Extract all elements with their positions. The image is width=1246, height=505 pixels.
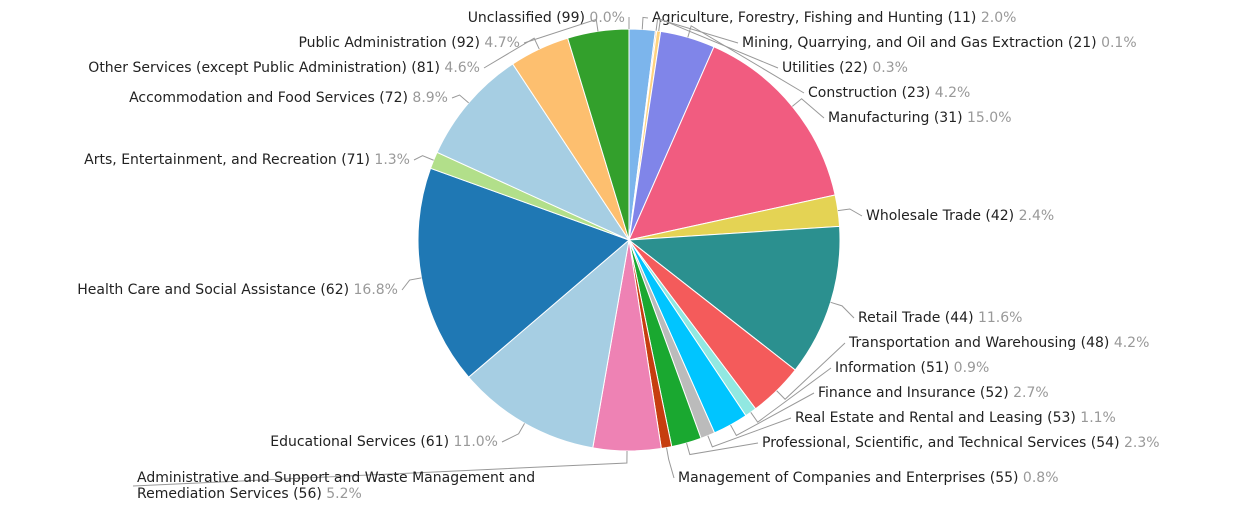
slice-label-name: Health Care and Social Assistance (62) bbox=[77, 282, 349, 298]
leader-line bbox=[776, 342, 846, 400]
slice-label: Arts, Entertainment, and Recreation (71)… bbox=[84, 152, 410, 168]
slice-label-value: 1.3% bbox=[370, 152, 410, 168]
pie-slice bbox=[436, 63, 631, 242]
slice-label: Transportation and Warehousing (48) 4.2% bbox=[848, 335, 1149, 351]
slice-label-value: 4.6% bbox=[440, 60, 480, 76]
slice-label-name: Construction (23) bbox=[808, 85, 930, 101]
labels: Agriculture, Forestry, Fishing and Hunti… bbox=[77, 10, 1159, 502]
slice-label-name: Agriculture, Forestry, Fishing and Hunti… bbox=[652, 10, 976, 26]
slice-label: Agriculture, Forestry, Fishing and Hunti… bbox=[652, 10, 1016, 26]
slice-label: Educational Services (61) 11.0% bbox=[270, 434, 498, 450]
slice-label: Finance and Insurance (52) 2.7% bbox=[818, 385, 1049, 401]
slice-label: Administrative and Support and Waste Man… bbox=[137, 470, 535, 502]
slice-label-name: Public Administration (92) bbox=[298, 35, 480, 51]
slice-label-name: Unclassified (99) bbox=[468, 10, 585, 26]
slice-label-value: 2.4% bbox=[1014, 208, 1054, 224]
leader-line bbox=[837, 208, 863, 217]
slice-label-name: Transportation and Warehousing (48) bbox=[848, 335, 1109, 351]
slice-label-name: Educational Services (61) bbox=[270, 434, 449, 450]
slice-label-name: Remediation Services (56) bbox=[137, 486, 322, 502]
slices bbox=[417, 28, 841, 452]
leader-line bbox=[501, 423, 525, 443]
slice-label: Information (51) 0.9% bbox=[835, 360, 989, 376]
slice-label-value: 8.9% bbox=[408, 90, 448, 106]
leader-line bbox=[666, 447, 675, 479]
pie-slice bbox=[628, 46, 836, 241]
slice-label-value: 16.8% bbox=[349, 282, 398, 298]
slice-label-value: 0.0% bbox=[585, 10, 625, 26]
slice-label-value: 0.3% bbox=[868, 60, 908, 76]
slice-label: Unclassified (99) 0.0% bbox=[468, 10, 625, 26]
slice-label-value: 4.7% bbox=[480, 35, 520, 51]
slice-label-name: Administrative and Support and Waste Man… bbox=[137, 470, 535, 486]
leader-line bbox=[730, 392, 815, 437]
slice-label-value: 0.8% bbox=[1018, 470, 1058, 486]
leader-line bbox=[413, 155, 434, 161]
slice-label: Retail Trade (44) 11.6% bbox=[858, 310, 1022, 326]
slice-label: Utilities (22) 0.3% bbox=[782, 60, 908, 76]
leader-line bbox=[658, 18, 779, 69]
leader-line bbox=[641, 16, 649, 30]
leader-line bbox=[655, 18, 739, 44]
slice-label-value: 1.1% bbox=[1076, 410, 1116, 426]
leader-line bbox=[707, 417, 792, 448]
leader-line bbox=[523, 18, 599, 44]
slice-label-value: 0.1% bbox=[1097, 35, 1137, 51]
slice-label-value: 15.0% bbox=[963, 110, 1012, 126]
slice-label-name: Arts, Entertainment, and Recreation (71) bbox=[84, 152, 370, 168]
slice-label: Accommodation and Food Services (72) 8.9… bbox=[129, 90, 448, 106]
slice-label-value: 4.2% bbox=[1109, 335, 1149, 351]
slice-label-value: 2.0% bbox=[976, 10, 1016, 26]
slice-label-name: Information (51) bbox=[835, 360, 949, 376]
slice-label: Health Care and Social Assistance (62) 1… bbox=[77, 282, 398, 298]
slice-label: Wholesale Trade (42) 2.4% bbox=[866, 208, 1054, 224]
slice-label-name: Wholesale Trade (42) bbox=[866, 208, 1014, 224]
slice-label: Professional, Scientific, and Technical … bbox=[762, 435, 1160, 451]
leader-line bbox=[451, 94, 469, 104]
slice-label: Management of Companies and Enterprises … bbox=[678, 470, 1059, 486]
pie-slice bbox=[627, 225, 841, 371]
leader-line bbox=[687, 25, 805, 94]
slice-label-name: Manufacturing (31) bbox=[828, 110, 963, 126]
slice-label: Mining, Quarrying, and Oil and Gas Extra… bbox=[742, 35, 1137, 51]
leader-line bbox=[686, 442, 759, 456]
slice-label-value: 11.6% bbox=[974, 310, 1023, 326]
slice-label-value: 4.2% bbox=[930, 85, 970, 101]
leader-line bbox=[401, 277, 422, 291]
slice-label: Manufacturing (31) 15.0% bbox=[828, 110, 1012, 126]
slice-label-name: Management of Companies and Enterprises … bbox=[678, 470, 1018, 486]
slice-label-name: Accommodation and Food Services (72) bbox=[129, 90, 408, 106]
pie-slice bbox=[467, 238, 630, 449]
slice-label: Other Services (except Public Administra… bbox=[88, 60, 480, 76]
slice-label-value: 2.7% bbox=[1009, 385, 1049, 401]
slice-label: Public Administration (92) 4.7% bbox=[298, 35, 520, 51]
slice-label-name: Mining, Quarrying, and Oil and Gas Extra… bbox=[742, 35, 1097, 51]
slice-label-name: Professional, Scientific, and Technical … bbox=[762, 435, 1120, 451]
slice-label-name: Retail Trade (44) bbox=[858, 310, 974, 326]
slice-label: Real Estate and Rental and Leasing (53) … bbox=[795, 410, 1116, 426]
slice-label-name: Utilities (22) bbox=[782, 60, 868, 76]
leader-line bbox=[132, 450, 628, 487]
pie-slice bbox=[417, 167, 630, 378]
leader-line bbox=[483, 37, 540, 69]
slice-label-value: 5.2% bbox=[322, 486, 362, 502]
slice-label-name: Other Services (except Public Administra… bbox=[88, 60, 440, 76]
leader-line bbox=[750, 367, 832, 423]
slice-label-value: 2.3% bbox=[1120, 435, 1160, 451]
slice-label-name: Real Estate and Rental and Leasing (53) bbox=[795, 410, 1076, 426]
slice-label-value: 0.9% bbox=[949, 360, 989, 376]
leader-line bbox=[791, 98, 825, 119]
slice-label-value: 11.0% bbox=[449, 434, 498, 450]
leader-line bbox=[830, 301, 855, 319]
slice-label: Construction (23) 4.2% bbox=[808, 85, 970, 101]
slice-label-name: Finance and Insurance (52) bbox=[818, 385, 1009, 401]
